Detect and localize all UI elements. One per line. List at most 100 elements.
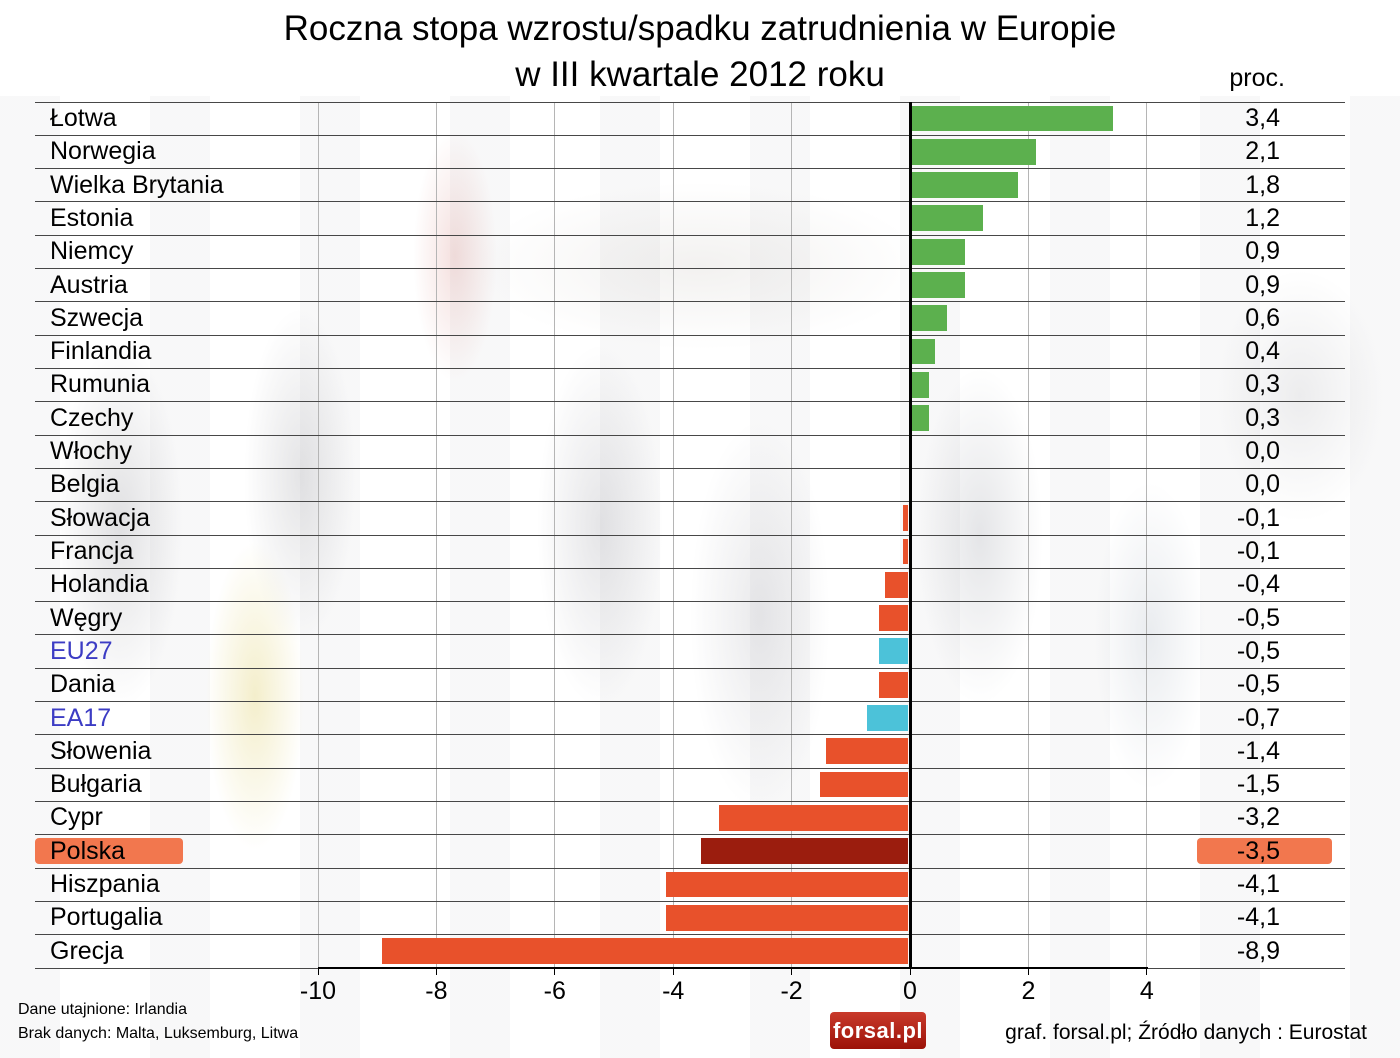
country-label: Szwecja [50,303,144,332]
value-label: 0,0 [1245,437,1280,466]
value-label: -0,5 [1236,636,1280,665]
bar [878,671,909,698]
country-label: Węgry [50,603,123,632]
country-label: Hiszpania [50,870,160,899]
axis-tick [909,968,911,975]
value-label: -0,1 [1236,537,1280,565]
value-label: 0,6 [1245,303,1280,332]
bar [381,938,909,964]
bar [665,904,909,931]
value-label: -3,5 [1196,837,1332,865]
credit-text: graf. forsal.pl; Źródło danych : Eurosta… [1005,1021,1367,1044]
value-label: -0,5 [1236,603,1280,632]
value-label: 0,3 [1245,370,1280,399]
value-label: 1,8 [1245,170,1280,199]
bar [819,771,909,798]
value-label: -4,1 [1236,903,1280,932]
axis-tick-label: -8 [425,977,448,1005]
bar [878,605,909,631]
row-separator [35,467,1345,469]
row-separator [35,534,1345,536]
value-label: 3,4 [1245,104,1280,132]
bar [911,138,1036,165]
country-label: Austria [50,270,128,299]
axis-tick-label: -6 [543,977,566,1005]
value-label: -0,5 [1236,670,1280,699]
bar [911,371,930,398]
axis-tick [672,968,674,975]
row-separator [35,867,1345,869]
bar [825,738,909,765]
country-label: Wielka Brytania [50,170,224,199]
value-label: -3,2 [1236,803,1280,832]
bar [701,838,909,865]
row-separator [35,900,1345,902]
footnote-missing-data: Brak danych: Malta, Luksemburg, Litwa [18,1025,299,1042]
country-label: Cypr [50,803,103,832]
row-separator [35,501,1345,503]
bar [911,172,1019,198]
row-separator [35,734,1345,736]
value-label: 1,2 [1245,203,1280,232]
bar [911,338,936,365]
country-label: Grecja [50,936,124,965]
bar [911,238,965,265]
value-label: -0,4 [1236,570,1280,599]
zero-axis-line [908,102,912,968]
value-label: -8,9 [1236,936,1280,965]
row-separator [35,701,1345,703]
value-label: 2,1 [1245,137,1280,166]
row-separator [35,767,1345,769]
chart-title: Roczna stopa wzrostu/spadku zatrudnienia… [0,6,1400,98]
row-separator [35,567,1345,569]
bar [884,571,909,598]
axis-tick-label: 0 [903,977,917,1005]
country-label: Słowacja [50,503,151,532]
value-label: 0,9 [1245,237,1280,266]
country-label: Francja [50,537,134,565]
country-label: Belgia [50,470,120,499]
country-label: Słowenia [50,736,152,765]
row-separator [35,834,1345,836]
value-label: 0,3 [1245,403,1280,432]
row-separator [35,800,1345,802]
value-label: -1,5 [1236,770,1280,799]
bar [911,205,983,232]
row-separator [35,201,1345,203]
axis-tick [317,968,319,975]
value-label: 0,9 [1245,270,1280,299]
bar [867,705,909,731]
value-label: -0,7 [1236,703,1280,732]
unit-label: proc. [1229,64,1285,92]
row-separator [35,367,1345,369]
row-separator [35,301,1345,303]
country-label: EA17 [50,703,112,732]
value-label: 0,0 [1245,470,1280,499]
row-separator [35,234,1345,236]
bar [665,871,909,898]
bar [911,272,965,298]
bar [902,505,909,531]
value-label: -1,4 [1236,736,1280,765]
row-separator [35,434,1345,436]
axis-tick-label: 2 [1021,977,1036,1005]
row-separator [35,401,1345,403]
country-label: Norwegia [50,137,156,166]
axis-tick [1027,968,1029,975]
bar [902,538,909,565]
country-label: Portugalia [50,903,163,932]
axis-tick [1146,968,1148,975]
country-label: Finlandia [50,337,152,366]
bar [911,305,948,332]
value-label: -0,1 [1236,503,1280,532]
country-label: EU27 [50,636,113,665]
axis-tick [554,968,556,975]
country-label: Estonia [50,203,134,232]
row-separator [35,934,1345,936]
row-separator [35,268,1345,270]
axis-tick [791,968,793,975]
footnotes: Dane utajnione: Irlandia Brak danych: Ma… [18,998,298,1046]
country-label: Bułgaria [50,770,142,799]
forsal-logo: forsal.pl [830,1012,926,1049]
